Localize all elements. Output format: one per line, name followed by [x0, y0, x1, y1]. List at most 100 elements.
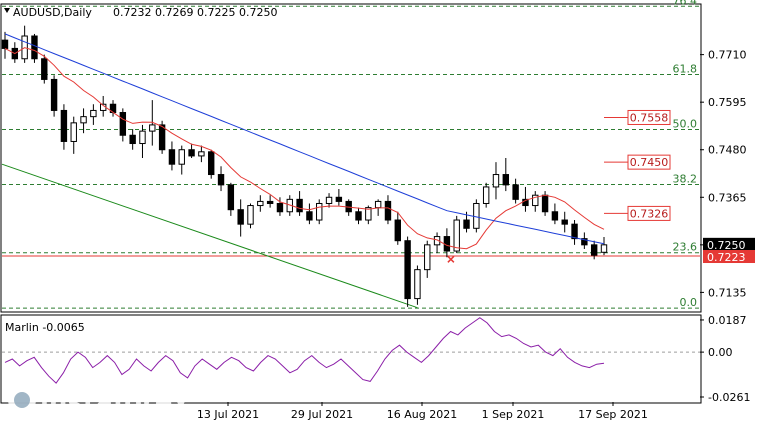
candle-body — [492, 174, 500, 188]
candle-body — [335, 196, 343, 202]
candle-body — [257, 200, 264, 207]
candle-body — [374, 200, 382, 209]
candle-body — [384, 200, 392, 221]
watermark-brand: instaforex — [40, 388, 190, 418]
indicator-layer: 0.0187 0.00 -0.0261 — [2, 314, 750, 404]
candle-body — [247, 205, 254, 225]
candle-body — [188, 149, 195, 157]
candle-body — [316, 202, 323, 221]
fib-levels: 76.4 61.8 50.0 38.2 23.6 0.0 — [2, 0, 700, 309]
y-axis: 0.7710 0.7595 0.7480 0.7365 0.7250 0.7135 0.72… — [700, 49, 755, 299]
candle-body — [41, 58, 48, 80]
candle-body — [306, 211, 313, 221]
main-panel-frame — [0, 3, 702, 313]
candle-body — [463, 219, 470, 229]
trendline — [1, 163, 418, 309]
candle-body — [473, 202, 480, 229]
indicator-title: Marlin -0.0065 — [5, 321, 85, 334]
boxed-level-label: 0.7450 — [630, 156, 669, 169]
ma-fast-line — [4, 47, 605, 250]
y-tick-label: 0.7480 — [708, 144, 747, 157]
support-price-box — [703, 250, 755, 264]
x-axis: 13 Jul 2021 29 Jul 2021 16 Aug 2021 1 Sep 2… — [197, 402, 648, 421]
support-price-label: 0.7223 — [707, 251, 746, 264]
candle-body — [571, 223, 578, 240]
boxed-level-frame — [627, 109, 671, 125]
candle-body — [168, 149, 176, 165]
candle-body — [158, 124, 166, 151]
candle-body — [581, 238, 588, 246]
candle-body — [80, 116, 87, 124]
candle-body — [266, 200, 274, 204]
candle-body — [365, 207, 372, 221]
trendline-layer — [1, 163, 418, 309]
fib-label: 38.2 — [673, 172, 698, 185]
boxed-level-label: 0.7558 — [630, 111, 669, 124]
candle-body — [355, 211, 362, 221]
candle-body — [590, 244, 598, 256]
candle-body — [1, 39, 9, 49]
candle-body — [414, 269, 421, 300]
current-price-label: 0.7250 — [707, 239, 746, 252]
fib-label: 61.8 — [673, 62, 698, 75]
boxed-level-frame — [627, 154, 671, 170]
chart-title: AUDUSD,Daily — [13, 6, 92, 19]
candle-body — [178, 149, 185, 165]
candle-body — [433, 236, 441, 246]
x-tick-label: 16 Aug 2021 — [387, 408, 457, 421]
x-tick-label: 17 Sep 2021 — [578, 408, 648, 421]
candle-body — [541, 194, 549, 213]
fib-label: 50.0 — [673, 117, 698, 130]
x-tick-label: 29 Jul 2021 — [291, 408, 353, 421]
candles — [1, 25, 608, 307]
indicator-line — [4, 317, 605, 384]
moving-averages — [4, 33, 605, 250]
candle-body — [394, 219, 401, 242]
boxed-level-frame — [627, 205, 671, 221]
y-tick-label: 0.7135 — [708, 286, 747, 299]
candle-body — [512, 184, 519, 200]
candle-body — [149, 124, 156, 132]
candle-body — [453, 219, 460, 252]
y-tick-label: 0.7365 — [708, 191, 747, 204]
ohlc-low: 0.7225 — [197, 6, 236, 19]
boxed-level-label: 0.7326 — [630, 207, 669, 220]
indicator-panel-frame — [0, 314, 702, 404]
cross-marker-icon — [447, 255, 455, 263]
candle-body — [502, 174, 510, 186]
candle-body — [296, 198, 303, 213]
ma-slow-line — [4, 33, 605, 245]
candle-body — [227, 184, 235, 211]
candle-body — [325, 196, 333, 204]
candle-body — [198, 151, 205, 157]
ohlc-high: 0.7269 — [155, 6, 194, 19]
candle-body — [208, 151, 215, 176]
candle-body — [237, 209, 244, 225]
candle-body — [50, 78, 58, 111]
indicator-y-tick-label: 0.00 — [708, 346, 733, 359]
candle-body — [129, 134, 136, 145]
candle-body — [404, 240, 411, 300]
current-price-box — [703, 237, 755, 251]
indicator-y-tick-label: -0.0261 — [708, 391, 750, 404]
candle-body — [119, 112, 127, 136]
chart-title-marker-icon — [4, 8, 10, 13]
y-tick-label: 0.7710 — [708, 49, 747, 62]
boxed-levels: 0.7558 0.7450 0.7326 — [604, 109, 671, 221]
candle-body — [600, 244, 608, 253]
ohlc-close: 0.7250 — [239, 6, 278, 19]
candle-body — [482, 186, 490, 204]
fib-label: 76.4 — [673, 0, 698, 7]
candle-body — [90, 109, 97, 118]
candle-body — [276, 202, 284, 213]
candle-body — [561, 219, 568, 225]
x-tick-label: 1 Sep 2021 — [482, 408, 545, 421]
ohlc-open: 0.7232 — [113, 6, 152, 19]
y-tick-label: 0.7595 — [708, 96, 747, 109]
candle-body — [139, 130, 146, 145]
candle-body — [424, 244, 431, 271]
candle-body — [532, 194, 539, 207]
fib-label: 0.0 — [680, 296, 698, 309]
